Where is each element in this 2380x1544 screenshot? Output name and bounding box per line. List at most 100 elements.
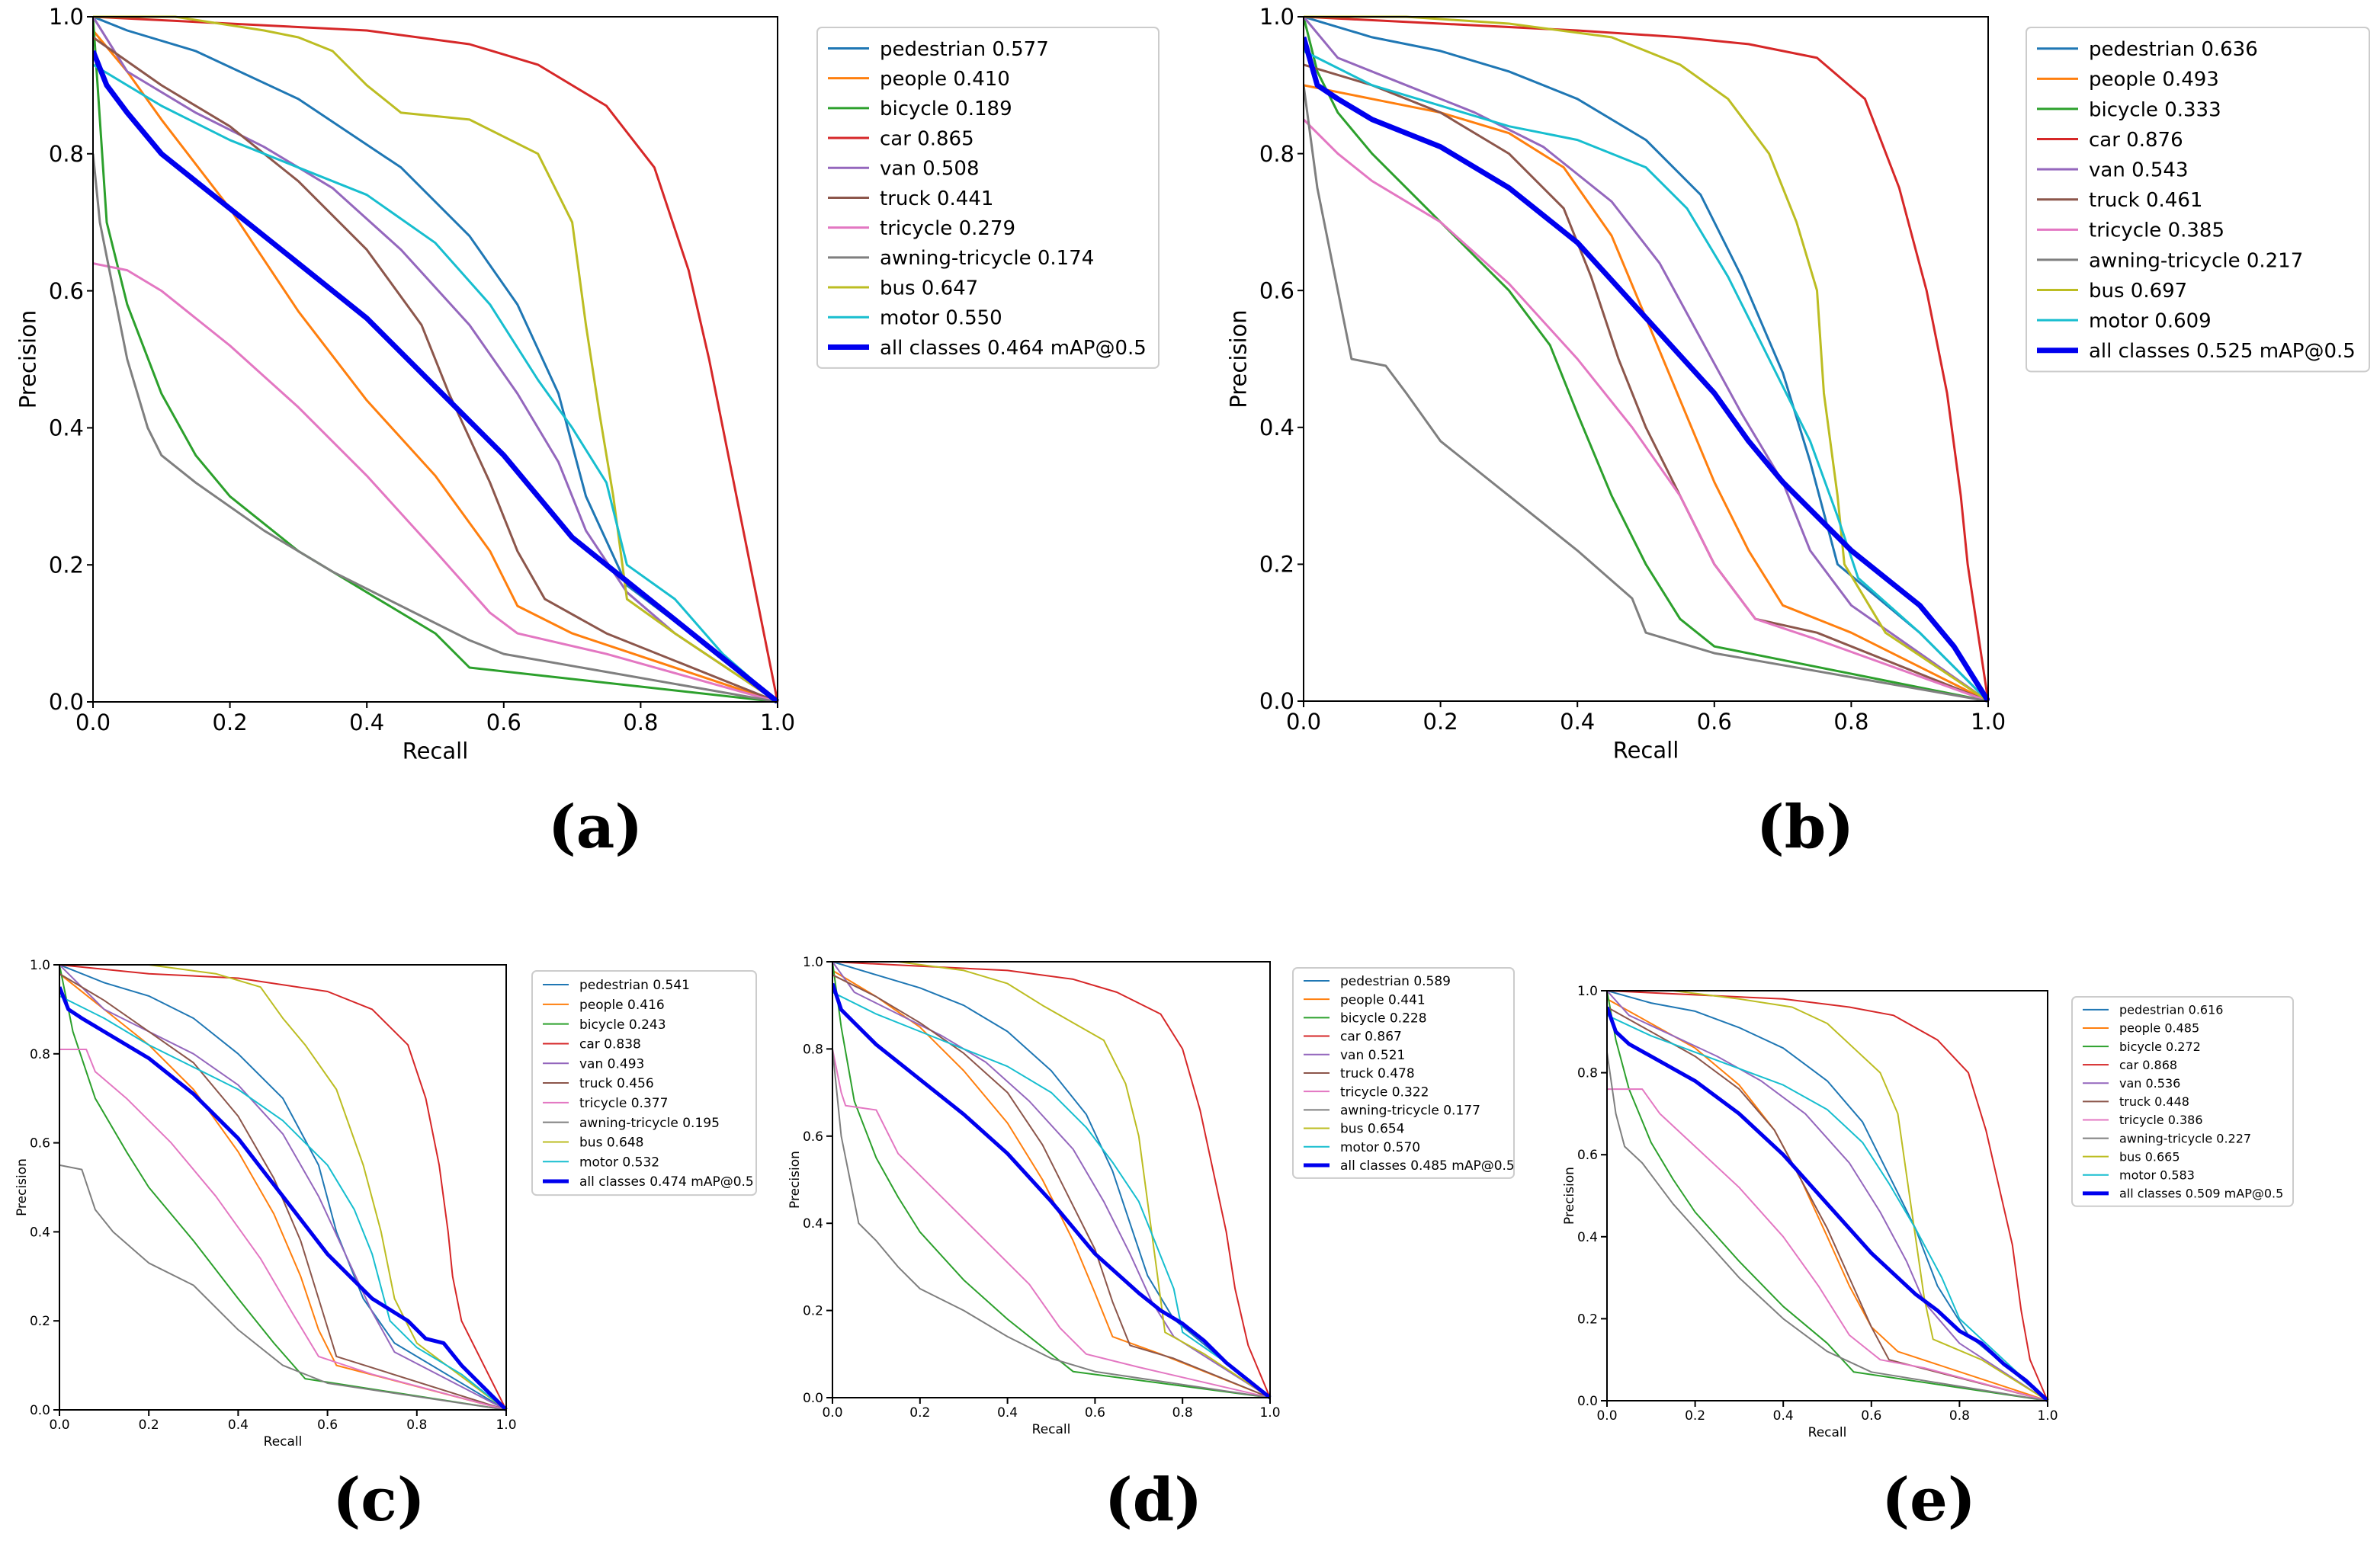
y-tick-label: 0.8: [1577, 1066, 1598, 1081]
legend-label-car: car 0.868: [2119, 1058, 2177, 1072]
legend-label-truck: truck 0.478: [1340, 1066, 1415, 1081]
panel-d: 0.00.0 0.2 0.2 0.4 0.4 0.6 0.6 0.8 0.8 1.0 1.0 Reca…: [787, 955, 1515, 1437]
x-tick-label: 0.8: [1172, 1405, 1193, 1421]
y-axis-label: Precision: [1562, 1167, 1577, 1225]
plot-frame: [92, 16, 778, 703]
series-line-truck: [93, 36, 778, 703]
series-line-bus: [93, 15, 778, 703]
series-group: [59, 964, 508, 1411]
series-group: [1304, 15, 1990, 703]
legend-label-truck: truck 0.461: [2089, 189, 2202, 212]
series-line-car: [832, 961, 1271, 1398]
x-tick-label: 0.6: [1085, 1405, 1105, 1421]
x-tick-label: 0.2: [139, 1417, 159, 1433]
series-line-van: [1607, 990, 2048, 1401]
x-tick-label: 0.8: [1949, 1408, 1970, 1424]
series-line-tricycle: [1607, 1088, 2048, 1401]
legend-label-pedestrian: pedestrian 0.589: [1340, 974, 1451, 989]
plot-frame: [1303, 16, 1989, 702]
series-line-motor: [1607, 1014, 2048, 1401]
series-line-car: [93, 15, 779, 703]
x-axis-label: Recall: [1808, 1425, 1847, 1440]
panel-e: 0.00.0 0.2 0.2 0.4 0.4 0.6 0.6 0.8 0.8 1.0 1.0 Reca…: [1562, 984, 2294, 1440]
panel-label-b: (b): [1756, 793, 1854, 862]
x-tick-label: 0.8: [406, 1417, 427, 1433]
legend-box: [1292, 967, 1515, 1179]
series-line-car: [1304, 15, 1990, 702]
series-line-awning-tricycle: [59, 1164, 507, 1411]
legend-label-bus: bus 0.654: [1340, 1122, 1405, 1137]
legend-label-bus: bus 0.665: [2119, 1149, 2180, 1164]
x-tick-label: 0.2: [909, 1405, 930, 1421]
legend-label-bus: bus 0.697: [2089, 280, 2187, 303]
y-tick-label: 0.2: [49, 552, 84, 578]
series-line-all: [1607, 1006, 2049, 1402]
series-line-bus: [1607, 990, 2048, 1401]
x-axis-label: Recall: [1032, 1422, 1071, 1437]
legend-label-awning-tricycle: awning-tricycle 0.217: [2089, 249, 2303, 272]
legend-label-bicycle: bicycle 0.189: [880, 98, 1012, 120]
series-line-bicycle: [93, 16, 778, 703]
y-tick-label: 0.8: [30, 1047, 50, 1062]
series-line-truck: [832, 974, 1271, 1398]
legend-label-awning-tricycle: awning-tricycle 0.195: [579, 1116, 720, 1131]
legend-label-people: people 0.493: [2089, 69, 2219, 91]
plot-frame: [832, 961, 1271, 1398]
y-tick-label: 0.4: [1259, 415, 1294, 440]
series-line-all: [1304, 36, 1990, 703]
x-tick-label: 0.2: [213, 710, 248, 735]
legend-box: [816, 27, 1160, 369]
y-tick-label: 0.6: [803, 1129, 823, 1145]
legend: pedestrian 0.636 people 0.493 bicycle 0.33…: [2026, 27, 2370, 373]
y-tick-label: 0.2: [30, 1314, 50, 1329]
legend-label-van: van 0.536: [2119, 1076, 2180, 1091]
series-line-truck: [59, 972, 507, 1411]
series-line-all: [93, 50, 779, 703]
legend-label-tricycle: tricycle 0.377: [579, 1096, 668, 1111]
x-tick-label: 0.6: [486, 710, 521, 735]
x-tick-label: 1.0: [2037, 1408, 2058, 1424]
y-tick-label: 0.4: [1577, 1230, 1598, 1245]
legend-label-van: van 0.543: [2089, 159, 2189, 181]
legend-label-car: car 0.867: [1340, 1030, 1402, 1045]
legend-label-truck: truck 0.441: [880, 187, 993, 210]
plot-frame: [1606, 990, 2048, 1401]
legend-label-pedestrian: pedestrian 0.577: [880, 38, 1049, 61]
series-line-bus: [832, 961, 1271, 1398]
x-tick-label: 0.8: [623, 710, 658, 735]
series-group: [1607, 990, 2049, 1402]
series-line-van: [1304, 16, 1989, 703]
y-tick-label: 0.6: [49, 278, 84, 304]
legend-box: [2071, 996, 2294, 1207]
legend-label-bicycle: bicycle 0.243: [579, 1017, 666, 1033]
legend-label-motor: motor 0.583: [2119, 1168, 2195, 1183]
legend-label-truck: truck 0.448: [2119, 1094, 2189, 1109]
y-tick-label: 0.4: [49, 415, 84, 441]
series-line-awning-tricycle: [1304, 85, 1989, 703]
x-tick-label: 0.4: [1560, 709, 1595, 735]
series-group: [93, 15, 779, 703]
legend-label-motor: motor 0.550: [880, 307, 1002, 330]
y-tick-label: 1.0: [1259, 4, 1294, 30]
series-line-pedestrian: [1304, 15, 1990, 703]
series-line-people: [59, 972, 507, 1411]
legend-label-bus: bus 0.647: [880, 277, 978, 300]
legend: pedestrian 0.577 people 0.410 bicycle 0.18…: [816, 27, 1160, 369]
y-tick-label: 0.0: [1259, 688, 1294, 714]
series-line-motor: [1304, 50, 1990, 703]
series-line-car: [59, 964, 507, 1411]
legend-label-van: van 0.508: [880, 158, 980, 181]
y-tick-label: 0.0: [803, 1391, 823, 1406]
legend-label-people: people 0.410: [880, 68, 1010, 91]
series-line-tricycle: [1304, 118, 1989, 703]
x-tick-label: 1.0: [496, 1417, 516, 1433]
series-line-tricycle: [93, 262, 778, 703]
legend-label-motor: motor 0.609: [2089, 309, 2212, 332]
legend-label-pedestrian: pedestrian 0.541: [579, 978, 690, 993]
legend-box: [2026, 27, 2370, 373]
y-tick-label: 0.2: [1259, 552, 1294, 578]
legend-label-people: people 0.441: [1340, 992, 1426, 1007]
legend: pedestrian 0.541 people 0.416 bicycle 0.24…: [531, 970, 757, 1196]
series-line-awning-tricycle: [1607, 1052, 2048, 1401]
legend-label-awning-tricycle: awning-tricycle 0.177: [1340, 1103, 1480, 1118]
